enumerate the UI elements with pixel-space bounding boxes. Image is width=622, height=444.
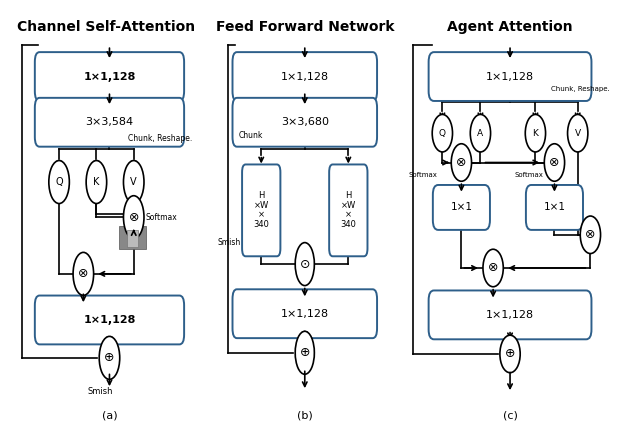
Text: H
×W
×
340: H ×W × 340 [253,191,269,229]
Text: ⊗: ⊗ [456,156,466,169]
Text: 1×1: 1×1 [450,202,472,212]
Circle shape [544,144,565,181]
FancyBboxPatch shape [233,52,377,101]
Circle shape [500,335,520,373]
Text: 1×1,128: 1×1,128 [486,310,534,320]
Text: (b): (b) [297,410,313,420]
Circle shape [432,115,453,152]
Circle shape [99,337,119,379]
FancyBboxPatch shape [429,290,592,339]
Circle shape [49,161,69,203]
Text: K: K [532,129,539,138]
Text: ⊕: ⊕ [104,351,114,365]
Text: 1×1,128: 1×1,128 [83,315,136,325]
Title: Feed Forward Network: Feed Forward Network [216,20,394,34]
Text: (c): (c) [503,410,518,420]
Circle shape [525,115,545,152]
Circle shape [567,115,588,152]
FancyBboxPatch shape [119,226,146,249]
Title: Channel Self-Attention: Channel Self-Attention [17,20,195,34]
Text: 3×3,584: 3×3,584 [85,117,134,127]
Circle shape [470,115,491,152]
Text: ⊗: ⊗ [78,267,88,280]
Text: 3×3,680: 3×3,680 [281,117,329,127]
Circle shape [451,144,471,181]
Text: ⊕: ⊕ [300,346,310,359]
FancyBboxPatch shape [242,164,281,256]
Text: 1×1,128: 1×1,128 [281,71,329,82]
Text: 1×1,128: 1×1,128 [281,309,329,319]
Text: Softmax: Softmax [514,172,543,178]
Text: ⊕: ⊕ [505,348,515,361]
Text: 1×1,128: 1×1,128 [83,71,136,82]
Text: Q: Q [55,177,63,187]
Text: A: A [477,129,483,138]
Title: Agent Attention: Agent Attention [447,20,573,34]
Text: Chunk, Reshape.: Chunk, Reshape. [551,86,610,92]
FancyBboxPatch shape [329,164,368,256]
Circle shape [295,242,314,285]
Circle shape [73,252,93,295]
Text: Smish: Smish [218,238,241,247]
FancyBboxPatch shape [127,230,137,247]
FancyBboxPatch shape [429,52,592,101]
FancyBboxPatch shape [233,289,377,338]
Text: 1×1,128: 1×1,128 [486,71,534,82]
Text: V: V [575,129,581,138]
Circle shape [86,161,107,203]
Text: ⊗: ⊗ [129,211,139,224]
FancyBboxPatch shape [433,185,490,230]
Text: 1×1: 1×1 [544,202,565,212]
Text: K: K [93,177,100,187]
Text: Q: Q [439,129,446,138]
FancyBboxPatch shape [35,296,184,345]
FancyBboxPatch shape [526,185,583,230]
Text: Chunk, Reshape.: Chunk, Reshape. [128,134,192,143]
Text: Smish: Smish [87,387,113,396]
Circle shape [483,249,503,287]
Circle shape [123,161,144,203]
Text: Chunk: Chunk [239,131,263,140]
Circle shape [123,196,144,239]
Circle shape [580,216,601,254]
Text: ⊗: ⊗ [585,228,596,241]
Text: H
×W
×
340: H ×W × 340 [340,191,356,229]
Text: V: V [131,177,137,187]
FancyBboxPatch shape [233,98,377,147]
Circle shape [295,331,314,374]
Text: ⊙: ⊙ [300,258,310,270]
Text: Softmax: Softmax [409,172,437,178]
Text: (a): (a) [101,410,118,420]
FancyBboxPatch shape [35,98,184,147]
Text: Softmax: Softmax [146,213,178,222]
FancyBboxPatch shape [35,52,184,101]
Text: ⊗: ⊗ [488,262,498,274]
Text: ⊗: ⊗ [549,156,560,169]
